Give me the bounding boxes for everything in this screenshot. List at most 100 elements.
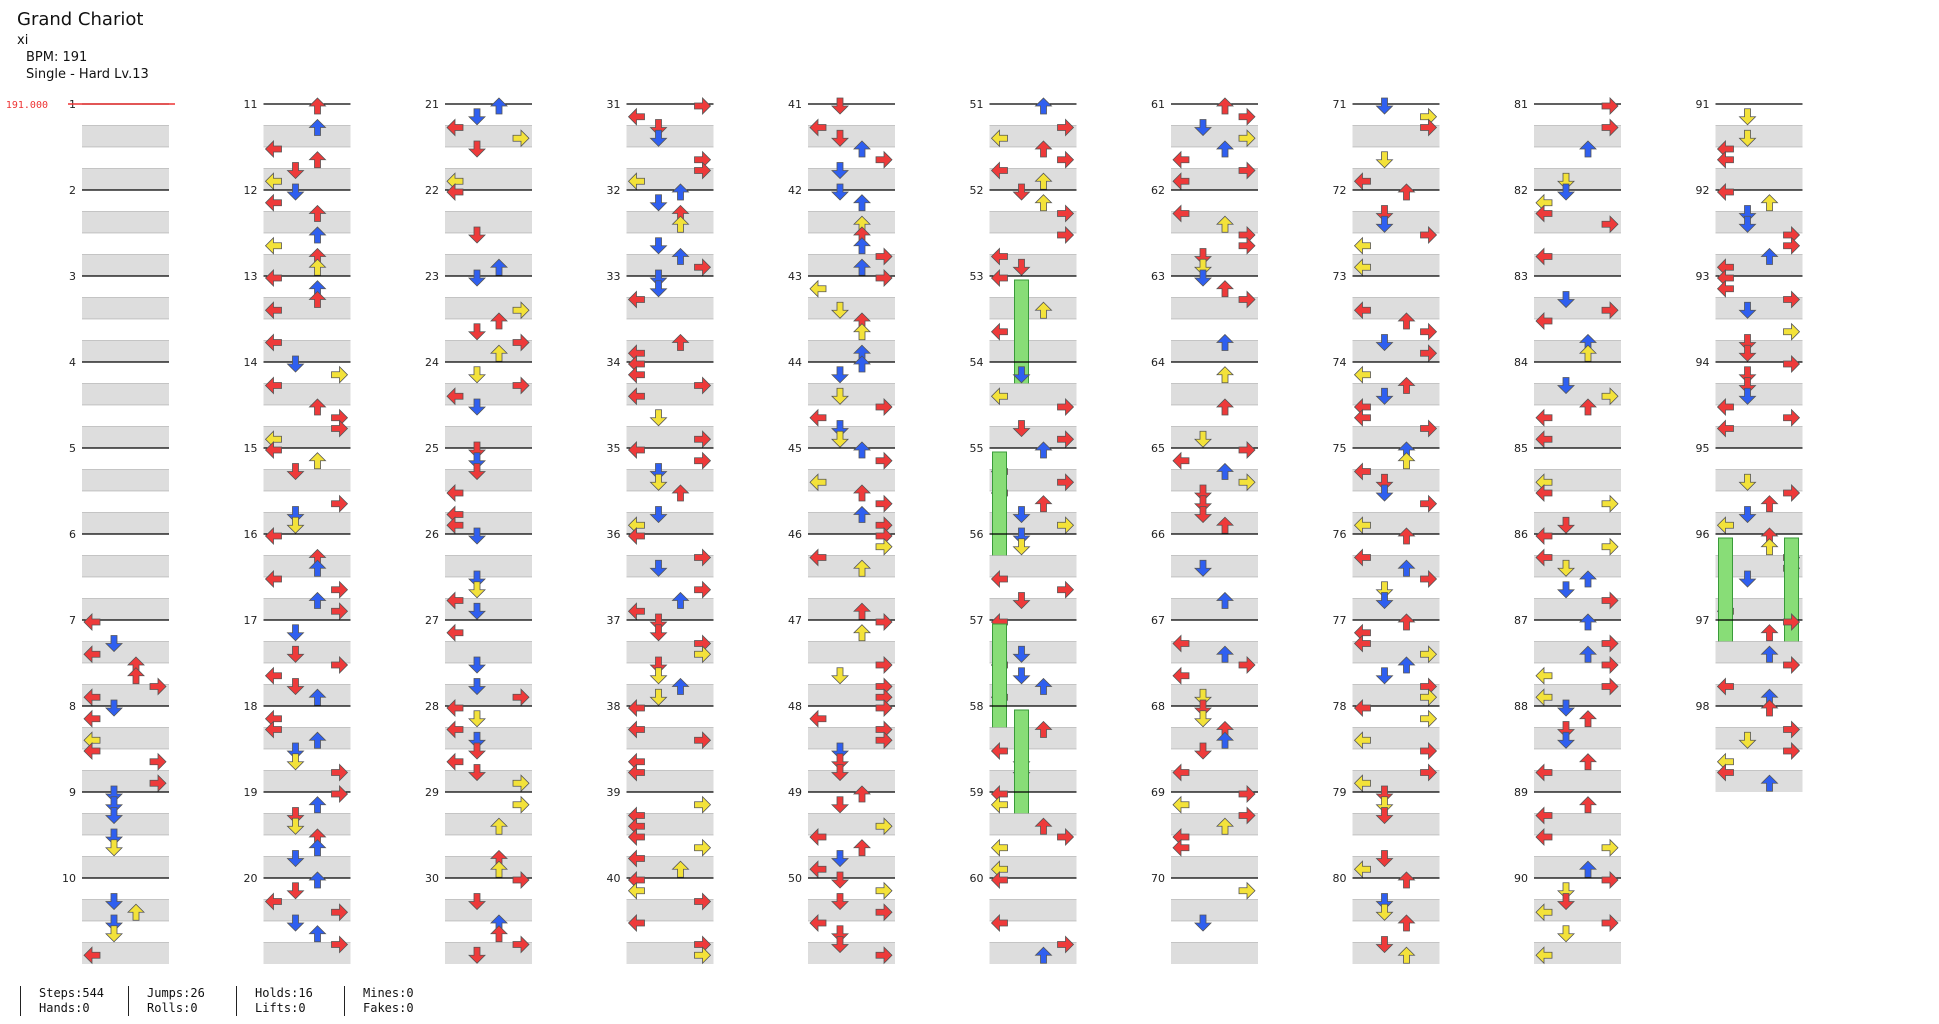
step-arrow: [331, 494, 349, 513]
lane-band: [82, 254, 169, 276]
step-arrow: [627, 914, 645, 932]
measure-number: 5: [69, 442, 76, 455]
measure-71: 71: [1333, 97, 1440, 191]
lane-band: [808, 813, 895, 835]
step-arrow: [990, 871, 1008, 889]
step-arrow: [1034, 495, 1053, 513]
measure-62: 62: [1151, 184, 1258, 276]
lane-band: [82, 856, 169, 878]
step-arrow: [809, 548, 827, 567]
lane-band: [808, 297, 895, 319]
lane-band: [1534, 168, 1621, 190]
measure-number: 54: [970, 356, 984, 369]
lane-band: [445, 426, 532, 448]
step-arrow: [1216, 280, 1234, 298]
step-arrow: [1557, 893, 1575, 911]
lane-band: [263, 211, 351, 233]
measure-number: 12: [244, 184, 258, 197]
measure-number: 79: [1333, 786, 1347, 799]
step-arrow: [1216, 398, 1234, 416]
lane-band: [626, 297, 714, 319]
step-arrow: [627, 441, 645, 459]
step-arrow: [468, 366, 486, 384]
step-arrow: [1397, 613, 1416, 631]
step-arrow: [1216, 731, 1234, 749]
step-arrow: [331, 763, 349, 782]
lane-band: [445, 813, 532, 835]
lane-band: [1534, 641, 1621, 663]
stats-col-jumps: Jumps:26 Rolls:0: [128, 986, 227, 1016]
measure-21: 21: [425, 97, 532, 191]
step-arrow: [468, 678, 486, 696]
lane-band: [989, 727, 1077, 749]
step-arrow: [1375, 484, 1394, 502]
step-arrow: [446, 623, 464, 642]
measure-91: 91: [1696, 98, 1803, 190]
measure-number: 74: [1333, 356, 1347, 369]
step-arrow: [1057, 204, 1075, 223]
step-arrow: [1034, 172, 1053, 190]
measure-1: 1: [69, 98, 169, 190]
measure-66: 66: [1151, 528, 1258, 620]
step-arrow: [286, 678, 305, 696]
step-arrow: [671, 183, 690, 201]
stats-col-mines: Mines:0 Fakes:0: [344, 986, 443, 1016]
measure-number: 33: [607, 270, 621, 283]
rolls-stat: Rolls:0: [147, 1001, 198, 1015]
lane-band: [82, 340, 169, 362]
measure-number: 67: [1151, 614, 1165, 627]
lane-band: [808, 512, 895, 534]
measure-number: 85: [1514, 442, 1528, 455]
step-arrow: [694, 580, 712, 599]
step-arrow: [1353, 699, 1371, 717]
step-arrow: [1716, 677, 1734, 696]
lane-band: [1352, 340, 1440, 362]
step-arrow: [468, 398, 486, 416]
lane-band: [626, 641, 714, 663]
step-arrow: [1557, 183, 1575, 201]
step-arrow: [649, 688, 668, 706]
step-arrow: [1579, 140, 1597, 158]
step-arrow: [1353, 548, 1371, 567]
lane-band: [82, 211, 169, 233]
step-arrow: [1353, 774, 1371, 793]
measure-22: 22: [425, 183, 532, 276]
step-arrow: [627, 849, 645, 868]
step-arrow: [1557, 581, 1575, 599]
measure-number: 36: [607, 528, 621, 541]
step-arrow: [990, 247, 1008, 266]
step-arrow: [286, 817, 305, 835]
step-arrow: [105, 914, 123, 932]
measure-70: 70: [1151, 872, 1258, 964]
step-arrow: [990, 838, 1008, 857]
measure-53: 53: [970, 269, 1077, 401]
measure-86: 86: [1514, 527, 1621, 620]
measure-44: 44: [788, 355, 895, 448]
step-arrow: [1420, 344, 1438, 363]
lane-band: [626, 727, 714, 749]
step-arrow: [1535, 204, 1553, 223]
step-arrow: [1738, 570, 1757, 588]
step-arrow: [1738, 506, 1757, 524]
measure-number: 70: [1151, 872, 1165, 885]
lane-band: [808, 899, 895, 921]
step-arrow: [1353, 236, 1371, 255]
step-arrow: [1420, 118, 1438, 137]
measure-number: 75: [1333, 442, 1347, 455]
measure-number: 77: [1333, 614, 1347, 627]
measure-19: 19: [244, 785, 351, 878]
lane-band: [445, 641, 532, 663]
lane-band: [1171, 641, 1258, 663]
lane-band: [808, 555, 895, 577]
step-arrow: [1194, 699, 1212, 717]
step-arrow: [83, 645, 101, 664]
lane-band: [445, 770, 532, 792]
measure-number: 19: [244, 786, 258, 799]
measure-85: 85: [1514, 442, 1621, 534]
step-arrow: [694, 892, 712, 911]
measure-69: 69: [1151, 785, 1258, 878]
lane-band: [1534, 125, 1621, 147]
step-arrow: [446, 118, 464, 137]
lane-band: [1171, 340, 1258, 362]
step-arrow: [1601, 537, 1619, 556]
